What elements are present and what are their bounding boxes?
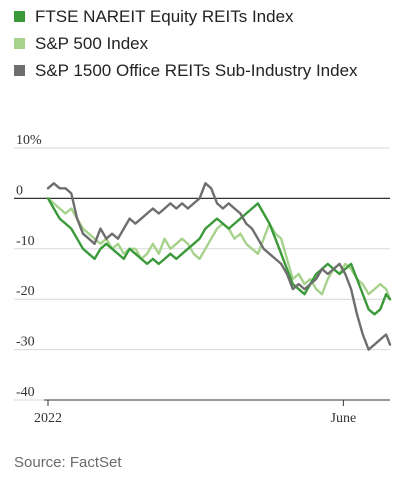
legend-label-office-reits: S&P 1500 Office REITs Sub-Industry Index bbox=[35, 61, 358, 80]
y-tick-label: -30 bbox=[16, 335, 35, 350]
gridlines bbox=[14, 147, 390, 401]
x-tick-label: June bbox=[331, 411, 357, 426]
series-line-ftse-nareit-equity-reits-index bbox=[46, 197, 392, 316]
legend: FTSE NAREIT Equity REITs Index S&P 500 I… bbox=[14, 6, 404, 87]
y-tick-label: -10 bbox=[16, 234, 35, 249]
series-lines bbox=[46, 182, 392, 351]
y-tick-labels: 10% 0 -10 -20 -30 -40 bbox=[16, 133, 42, 400]
x-tick-label: 2022 bbox=[34, 411, 62, 426]
y-tick-label: 0 bbox=[16, 183, 23, 198]
source-note: Source: FactSet bbox=[14, 454, 122, 471]
legend-swatch-sp500 bbox=[14, 38, 25, 49]
legend-item-sp500: S&P 500 Index bbox=[14, 33, 404, 54]
legend-swatch-office-reits bbox=[14, 65, 25, 76]
series-line-s-p-1500-office-reits-sub-industry-index bbox=[46, 182, 392, 351]
legend-label-ftse-nareit: FTSE NAREIT Equity REITs Index bbox=[35, 7, 294, 26]
legend-item-office-reits: S&P 1500 Office REITs Sub-Industry Index bbox=[14, 60, 404, 81]
legend-label-sp500: S&P 500 Index bbox=[35, 34, 149, 53]
y-tick-label: -40 bbox=[16, 385, 35, 400]
legend-swatch-ftse-nareit bbox=[14, 11, 25, 22]
y-tick-label: -20 bbox=[16, 284, 35, 299]
legend-item-ftse-nareit: FTSE NAREIT Equity REITs Index bbox=[14, 6, 404, 27]
x-axis: 2022 June bbox=[34, 399, 390, 426]
y-tick-label: 10% bbox=[16, 133, 42, 148]
